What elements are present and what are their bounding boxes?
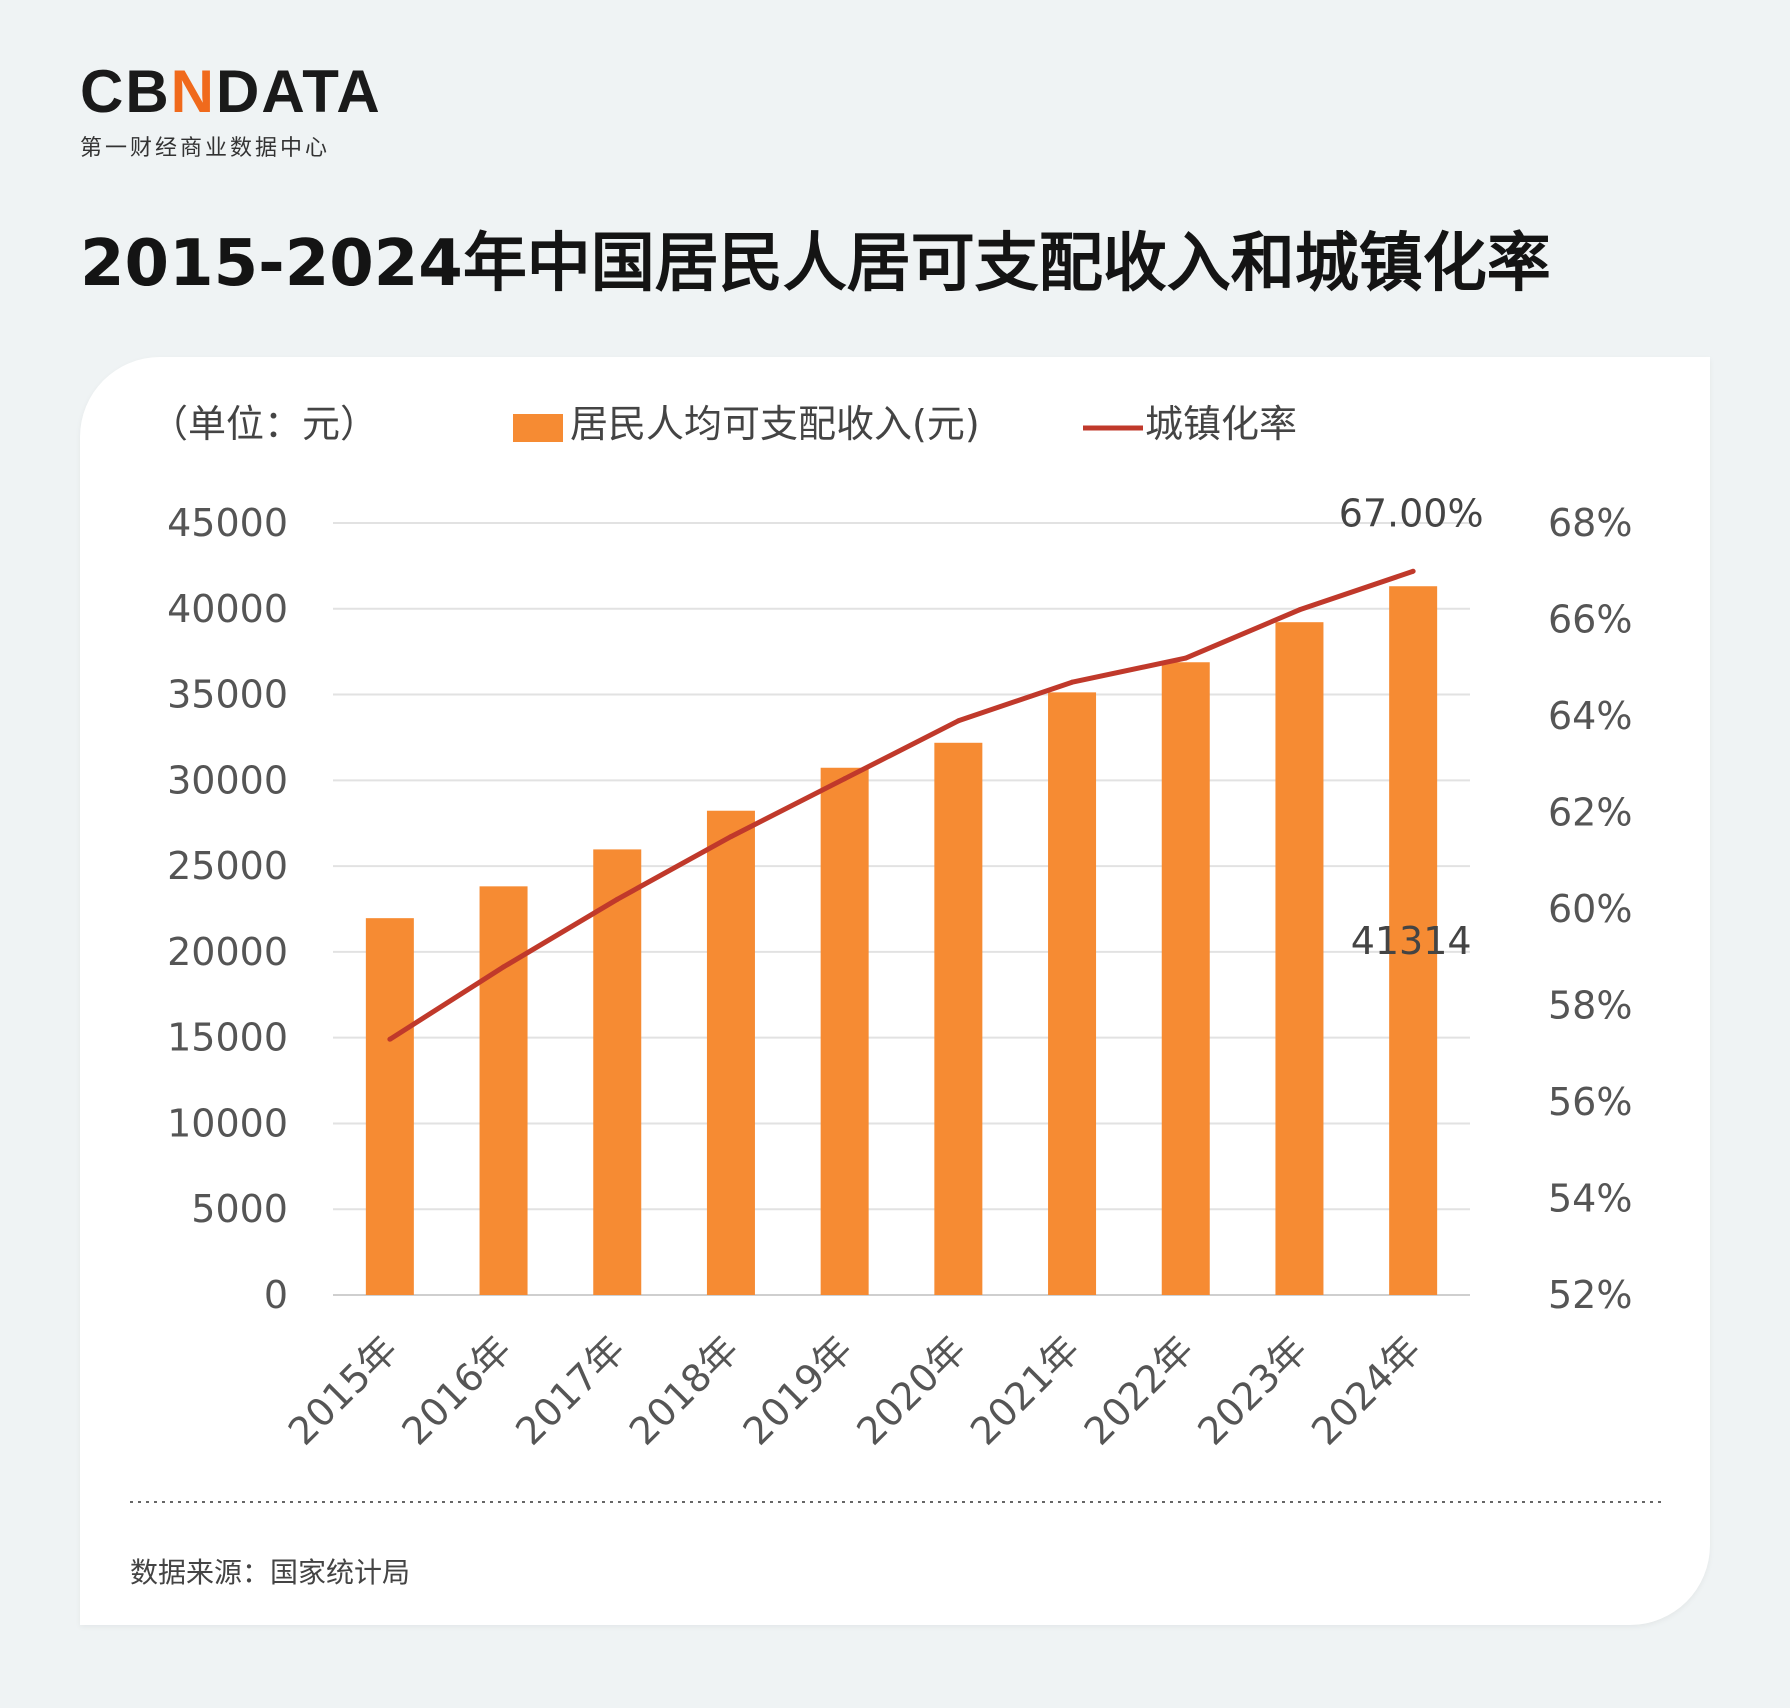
left-tick-label: 5000: [191, 1187, 288, 1231]
bar: [1048, 692, 1097, 1295]
right-tick-label: 52%: [1548, 1273, 1632, 1317]
x-tick-label: 2023年: [1189, 1327, 1315, 1453]
x-tick-label: 2016年: [394, 1327, 520, 1453]
urbanization-line: [388, 568, 1415, 1042]
right-tick-label: 58%: [1548, 984, 1632, 1028]
chart-card: [80, 357, 1710, 1625]
unit-label: （单位：元）: [150, 402, 378, 446]
x-tick-label: 2022年: [1076, 1327, 1202, 1453]
bar: [593, 849, 642, 1295]
logo-wordmark: CBNDATA: [80, 62, 382, 122]
x-tick-label: 2024年: [1303, 1327, 1429, 1453]
legend: （单位：元） 居民人均可支配收入(元) 城镇化率: [150, 402, 1297, 446]
line-data-label: 67.00%: [1339, 491, 1484, 535]
legend-label-bar: 居民人均可支配收入(元): [570, 402, 980, 446]
right-axis-ticks: 52% 54% 56% 58% 60% 62% 64% 66% 68%: [1548, 501, 1632, 1317]
right-tick-label: 54%: [1548, 1177, 1632, 1221]
right-tick-label: 62%: [1548, 791, 1632, 835]
x-tick-label: 2018年: [621, 1327, 747, 1453]
logo-text-1: CB: [80, 58, 171, 125]
left-tick-label: 40000: [167, 587, 288, 631]
annotations: 67.00% 41314: [1339, 491, 1484, 963]
page-title: 2015-2024年中国居民人居可支配收入和城镇化率: [80, 227, 1551, 301]
right-tick-label: 64%: [1548, 694, 1632, 738]
left-tick-label: 25000: [167, 844, 288, 888]
bar: [365, 918, 414, 1295]
left-tick-label: 45000: [167, 501, 288, 545]
logo-text-accent: N: [170, 58, 217, 125]
bar: [706, 810, 755, 1295]
bar: [934, 742, 983, 1295]
x-tick-label: 2020年: [848, 1327, 974, 1453]
line-point: [501, 964, 507, 970]
left-tick-label: 15000: [167, 1016, 288, 1060]
line-point: [614, 896, 620, 902]
left-tick-label: 35000: [167, 673, 288, 717]
legend-swatch-bar: [513, 414, 563, 442]
bar: [1275, 622, 1324, 1295]
line-point: [387, 1036, 393, 1042]
x-tick-label: 2019年: [735, 1327, 861, 1453]
data-source: 数据来源：国家统计局: [130, 1556, 411, 1589]
bar: [1389, 586, 1438, 1295]
line-point: [728, 834, 734, 840]
bar: [479, 886, 528, 1295]
bar: [820, 767, 869, 1295]
line-point: [955, 718, 961, 724]
x-tick-label: 2015年: [280, 1327, 406, 1453]
left-tick-label: 30000: [167, 758, 288, 802]
left-axis-ticks: 0 5000 10000 15000 20000 25000 30000 35000 40000…: [167, 501, 288, 1317]
logo-text-2: DATA: [216, 58, 382, 125]
line-point: [842, 776, 848, 782]
line-series: [387, 568, 1416, 1042]
bar-series: [365, 586, 1438, 1295]
line-point: [1296, 607, 1302, 613]
left-tick-label: 20000: [167, 930, 288, 974]
brand-logo: CBNDATA 第一财经商业数据中心: [80, 62, 382, 162]
line-point: [1410, 568, 1416, 574]
left-tick-label: 0: [264, 1273, 288, 1317]
right-tick-label: 56%: [1548, 1080, 1632, 1124]
right-tick-label: 60%: [1548, 887, 1632, 931]
line-point: [1069, 679, 1075, 685]
left-tick-label: 10000: [167, 1101, 288, 1145]
right-tick-label: 66%: [1548, 598, 1632, 642]
bar-data-label: 41314: [1351, 919, 1472, 963]
x-tick-label: 2021年: [962, 1327, 1088, 1453]
x-axis-ticks: 2015年2016年2017年2018年2019年2020年2021年2022年…: [280, 1327, 1430, 1453]
bar: [1161, 662, 1210, 1295]
legend-label-line: 城镇化率: [1145, 402, 1297, 446]
line-point: [1183, 655, 1189, 661]
right-tick-label: 68%: [1548, 501, 1632, 545]
x-tick-label: 2017年: [507, 1327, 633, 1453]
logo-subtitle: 第一财经商业数据中心: [80, 136, 331, 161]
